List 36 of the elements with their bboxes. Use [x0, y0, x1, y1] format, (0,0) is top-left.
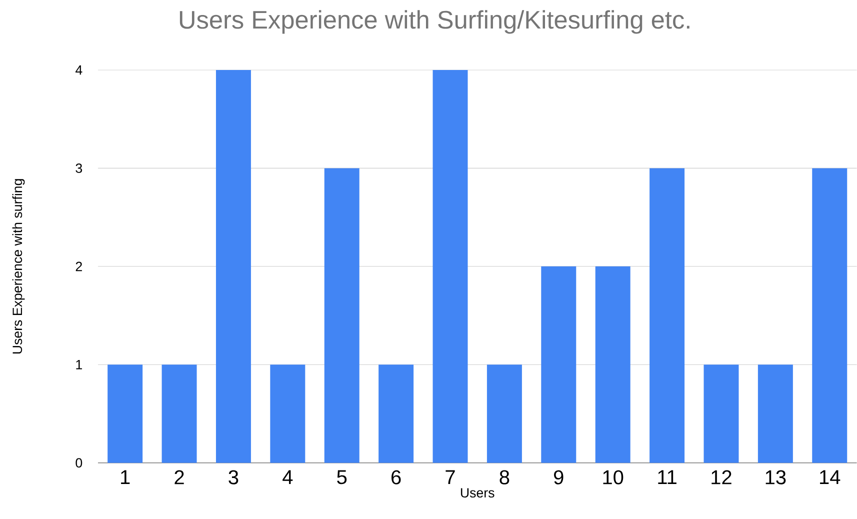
- bar: [486, 364, 522, 463]
- x-tick-label: 2: [174, 470, 184, 484]
- x-tick-label: 4: [282, 470, 293, 484]
- bar: [650, 168, 685, 463]
- bar: [108, 364, 143, 463]
- x-tick-label: 11: [658, 470, 676, 484]
- bar: [432, 70, 468, 463]
- x-tick-label: 7: [446, 470, 455, 484]
- y-axis-title: Users Experience with surfing: [12, 179, 25, 354]
- x-tick-label: 1: [121, 470, 130, 484]
- x-tick-label: 12: [712, 470, 732, 484]
- bar: [378, 364, 414, 463]
- y-tick-label: 4: [76, 65, 82, 75]
- x-tick-label: 8: [500, 470, 510, 484]
- bar: [216, 70, 251, 463]
- x-tick-label: 3: [228, 470, 238, 484]
- x-tick-label: 6: [392, 470, 401, 484]
- bar: [162, 364, 197, 463]
- chart-title: Users Experience with Surfing/Kitesurfing etc.: [180, 10, 690, 34]
- bar: [270, 364, 306, 463]
- bar: [324, 168, 360, 463]
- y-tick-label: 0: [76, 458, 82, 468]
- x-tick-label: 13: [766, 470, 786, 484]
- bar: [541, 266, 576, 463]
- bar: [758, 364, 793, 463]
- y-tick-label: 3: [76, 164, 82, 173]
- x-tick-label: 9: [554, 470, 564, 484]
- x-tick-label: 14: [820, 470, 840, 484]
- y-tick-label: 2: [76, 262, 82, 272]
- bar: [595, 266, 630, 463]
- bar: [812, 168, 848, 463]
- x-tick-label: 5: [337, 470, 347, 484]
- x-axis-title: Users: [460, 488, 494, 498]
- bar: [704, 364, 739, 463]
- x-tick-label: 10: [603, 470, 624, 484]
- y-tick-label: 1: [76, 360, 82, 370]
